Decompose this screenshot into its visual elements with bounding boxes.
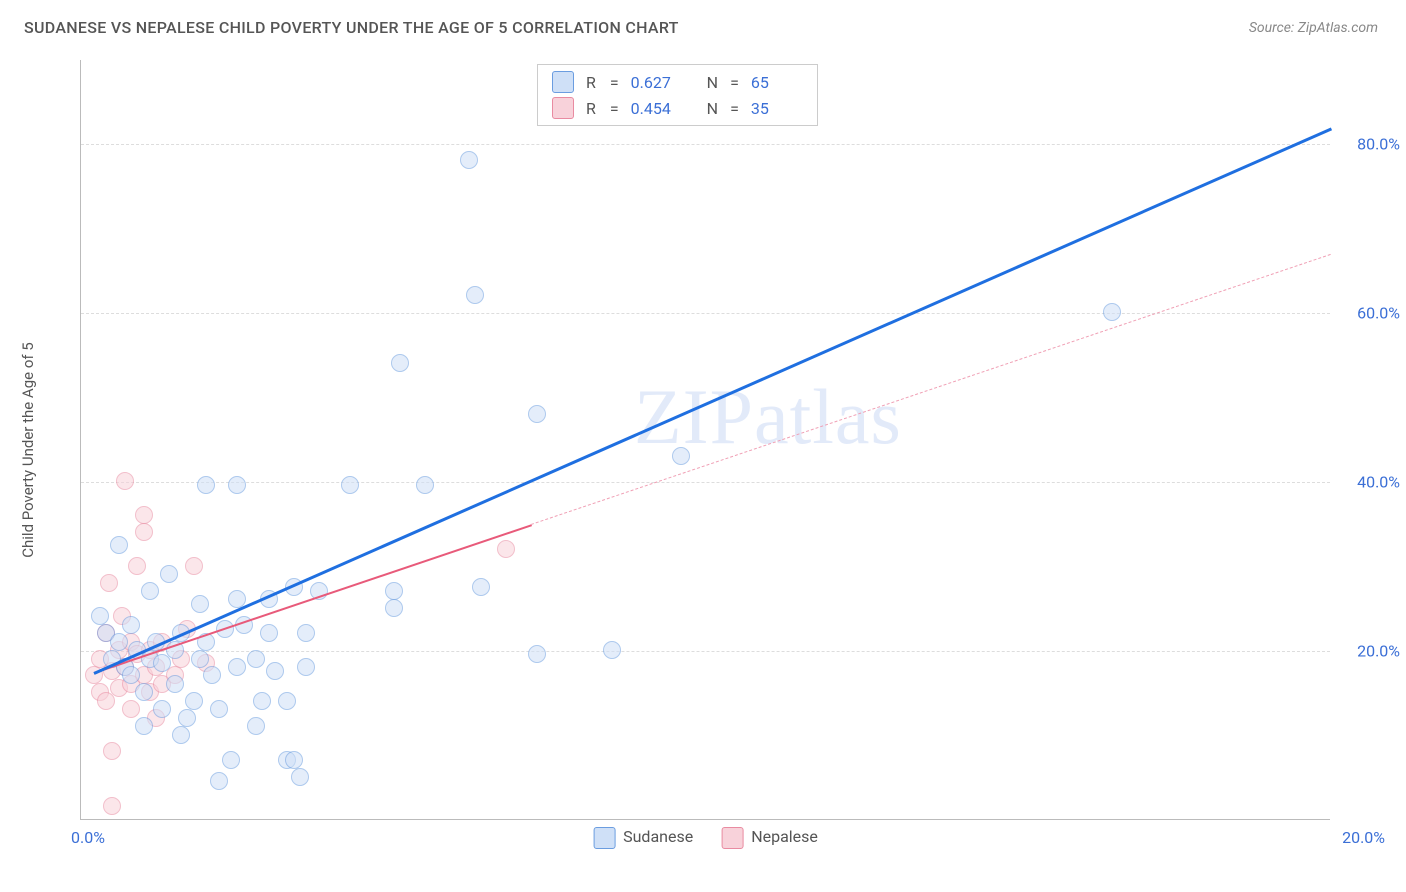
data-point [278, 692, 296, 710]
y-axis-label: Child Poverty Under the Age of 5 [19, 342, 37, 558]
data-point [203, 666, 221, 684]
data-point [603, 641, 621, 659]
y-tick-label: 80.0% [1357, 135, 1400, 154]
source-label: Source: ZipAtlas.com [1249, 20, 1378, 36]
stats-row-sudanese: R = 0.627 N = 65 [538, 69, 817, 95]
data-point [385, 599, 403, 617]
data-point [253, 692, 271, 710]
legend-item-sudanese: Sudanese [593, 827, 693, 849]
data-point [110, 633, 128, 651]
data-point [247, 650, 265, 668]
data-point [222, 751, 240, 769]
stats-legend: R = 0.627 N = 65 R = 0.454 N = 35 [537, 64, 818, 126]
data-point [116, 472, 134, 490]
data-point [416, 476, 434, 494]
data-point [297, 658, 315, 676]
chart-area: Child Poverty Under the Age of 5 ZIPatla… [50, 55, 1390, 845]
data-point [110, 536, 128, 554]
plot-region: ZIPatlas R = 0.627 N = 65 R = 0.454 N [80, 60, 1330, 820]
data-point [210, 700, 228, 718]
data-point [141, 582, 159, 600]
y-tick-label: 60.0% [1357, 304, 1400, 323]
chart-container: SUDANESE VS NEPALESE CHILD POVERTY UNDER… [0, 0, 1406, 892]
x-tick-label: 20.0% [1342, 828, 1385, 847]
swatch-icon [552, 97, 574, 119]
data-point [528, 405, 546, 423]
data-point [1103, 303, 1121, 321]
data-point [191, 595, 209, 613]
swatch-icon [721, 827, 743, 849]
trend-line [93, 128, 1332, 675]
series-legend: Sudanese Nepalese [593, 827, 818, 849]
data-point [197, 476, 215, 494]
data-point [472, 578, 490, 596]
data-point [341, 476, 359, 494]
gridline [81, 144, 1330, 145]
data-point [210, 772, 228, 790]
x-tick-label: 0.0% [71, 828, 105, 847]
data-point [185, 692, 203, 710]
data-point [391, 354, 409, 372]
gridline [81, 313, 1330, 314]
swatch-icon [593, 827, 615, 849]
data-point [385, 582, 403, 600]
gridline [81, 482, 1330, 483]
y-tick-label: 20.0% [1357, 642, 1400, 661]
chart-title: SUDANESE VS NEPALESE CHILD POVERTY UNDER… [24, 18, 679, 37]
data-point [460, 151, 478, 169]
data-point [178, 709, 196, 727]
data-point [172, 726, 190, 744]
trend-line [531, 254, 1331, 525]
data-point [266, 662, 284, 680]
data-point [185, 557, 203, 575]
data-point [285, 751, 303, 769]
data-point [135, 523, 153, 541]
data-point [135, 683, 153, 701]
data-point [122, 616, 140, 634]
data-point [528, 645, 546, 663]
data-point [466, 286, 484, 304]
data-point [100, 574, 118, 592]
data-point [228, 476, 246, 494]
data-point [497, 540, 515, 558]
data-point [228, 658, 246, 676]
stats-row-nepalese: R = 0.454 N = 35 [538, 95, 817, 121]
data-point [122, 666, 140, 684]
swatch-icon [552, 71, 574, 93]
data-point [135, 506, 153, 524]
data-point [91, 607, 109, 625]
data-point [103, 742, 121, 760]
data-point [291, 768, 309, 786]
data-point [128, 557, 146, 575]
data-point [160, 565, 178, 583]
data-point [672, 447, 690, 465]
data-point [103, 797, 121, 815]
data-point [135, 717, 153, 735]
header-bar: SUDANESE VS NEPALESE CHILD POVERTY UNDER… [0, 0, 1406, 47]
data-point [260, 624, 278, 642]
data-point [297, 624, 315, 642]
data-point [191, 650, 209, 668]
data-point [247, 717, 265, 735]
gridline [81, 651, 1330, 652]
data-point [166, 675, 184, 693]
data-point [153, 700, 171, 718]
data-point [122, 700, 140, 718]
y-tick-label: 40.0% [1357, 473, 1400, 492]
legend-item-nepalese: Nepalese [721, 827, 818, 849]
